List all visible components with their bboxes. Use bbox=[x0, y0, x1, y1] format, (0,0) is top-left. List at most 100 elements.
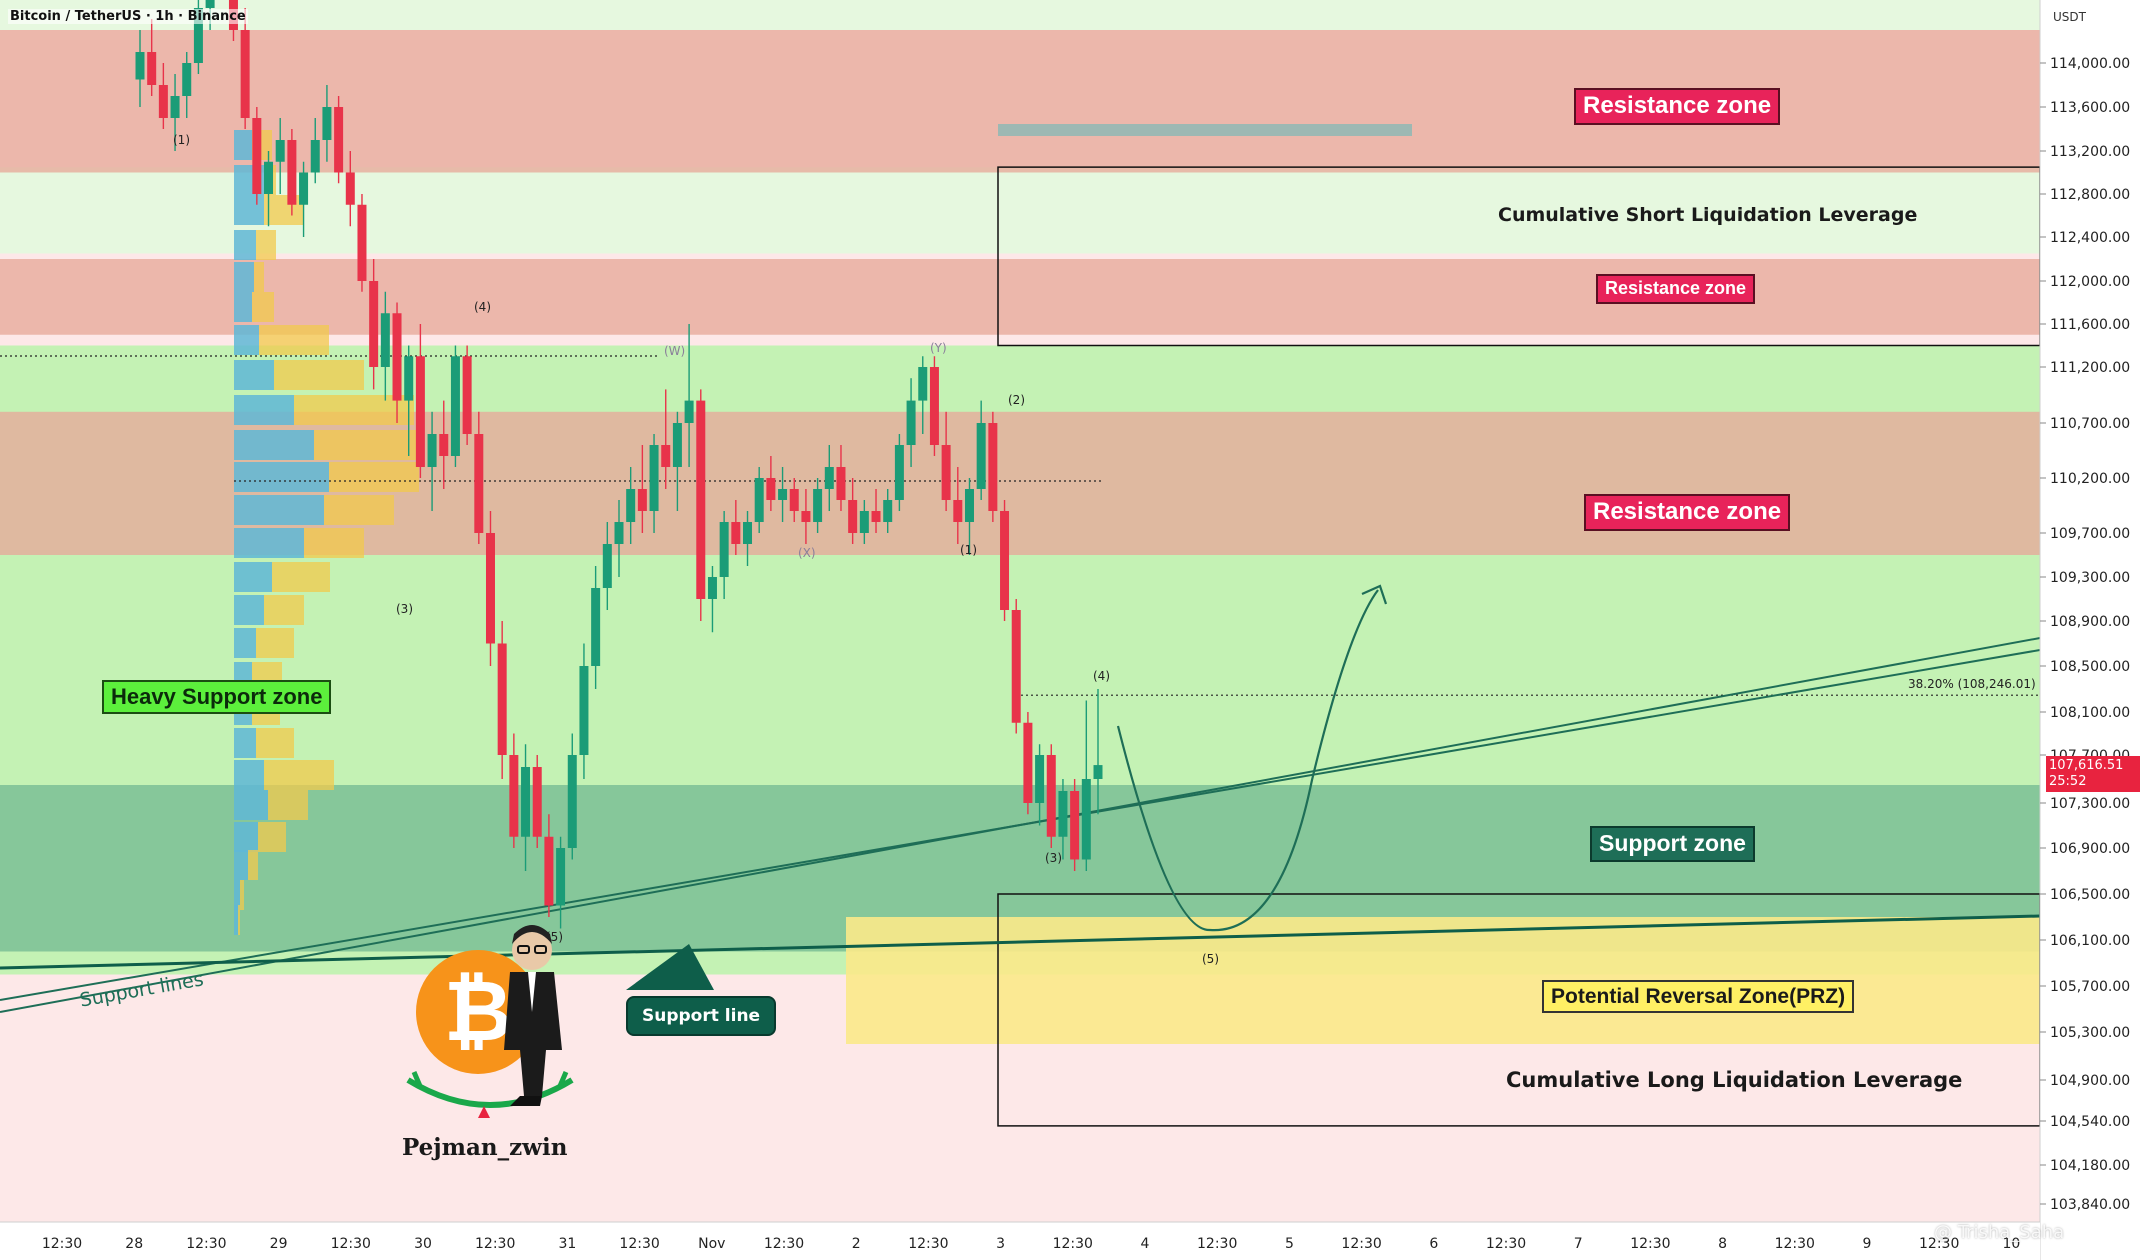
candle-body bbox=[567, 755, 577, 848]
candle-body bbox=[182, 63, 192, 96]
candle-body bbox=[766, 478, 776, 500]
light-band bbox=[0, 167, 2040, 254]
candle bbox=[392, 302, 402, 423]
profile-bar bbox=[234, 230, 256, 260]
projection-arrowhead bbox=[1361, 584, 1388, 605]
candle-body bbox=[170, 96, 180, 118]
profile-bar bbox=[234, 822, 258, 852]
candle-body bbox=[485, 533, 495, 644]
candle-body bbox=[929, 367, 939, 445]
profile-bar bbox=[248, 850, 258, 880]
candle bbox=[672, 411, 682, 511]
candle-countdown: 25:52 bbox=[2049, 774, 2087, 789]
prz-label: Potential Reversal Zone(PRZ) bbox=[1542, 980, 1855, 1014]
candle-body bbox=[813, 489, 823, 522]
profile-bar bbox=[254, 262, 264, 292]
candle bbox=[1093, 689, 1103, 815]
profile-bar bbox=[234, 292, 252, 322]
y-tick-label: 110,700.00 bbox=[2050, 416, 2130, 432]
candle-body bbox=[427, 434, 437, 467]
x-tick-label: 4 bbox=[1141, 1236, 1150, 1252]
candle bbox=[1011, 599, 1021, 734]
candle-body bbox=[906, 400, 916, 445]
resistance-zone-label-3: Resistance zone bbox=[1584, 494, 1791, 531]
y-tick-label: 104,900.00 bbox=[2050, 1073, 2130, 1089]
candle bbox=[894, 434, 904, 511]
profile-bar bbox=[234, 850, 248, 880]
candle-body bbox=[976, 423, 986, 489]
y-tick-label: 112,800.00 bbox=[2050, 187, 2130, 203]
candle bbox=[345, 151, 355, 227]
candle bbox=[859, 500, 869, 544]
profile-bar bbox=[234, 130, 252, 160]
candle bbox=[1046, 744, 1056, 848]
candle bbox=[404, 345, 414, 456]
svg-text:₿: ₿ bbox=[444, 962, 512, 1060]
candle-body bbox=[1046, 755, 1056, 837]
profile-bar bbox=[259, 325, 329, 355]
candle bbox=[813, 478, 823, 533]
candle bbox=[1023, 712, 1033, 815]
prz-zone bbox=[846, 917, 2040, 1044]
symbol-title[interactable]: Bitcoin / TetherUS · 1h · Binance bbox=[8, 9, 248, 24]
candle bbox=[544, 814, 554, 917]
candle bbox=[906, 378, 916, 467]
x-tick-label: 30 bbox=[414, 1236, 432, 1252]
candle bbox=[941, 411, 951, 511]
candle bbox=[369, 259, 379, 390]
candle bbox=[778, 467, 788, 522]
candle-body bbox=[369, 281, 379, 367]
x-tick-label: 12:30 bbox=[42, 1236, 82, 1252]
candle bbox=[322, 85, 332, 162]
candle bbox=[240, 8, 250, 129]
axis-currency[interactable]: USDT bbox=[2053, 10, 2086, 24]
candle bbox=[602, 522, 612, 610]
candle-body bbox=[497, 643, 507, 755]
candle-body bbox=[941, 445, 951, 500]
candle bbox=[299, 161, 309, 237]
candle bbox=[614, 500, 624, 577]
profile-bar bbox=[234, 262, 254, 292]
candle-body bbox=[380, 313, 390, 367]
profile-bar bbox=[256, 230, 276, 260]
candle bbox=[591, 566, 601, 689]
candle bbox=[380, 291, 390, 401]
profile-bar bbox=[329, 462, 419, 492]
wave-label: (X) bbox=[798, 546, 816, 560]
candle bbox=[684, 324, 694, 467]
x-tick-label: 12:30 bbox=[908, 1236, 948, 1252]
x-tick-label: 12:30 bbox=[1197, 1236, 1237, 1252]
y-tick-label: 114,000.00 bbox=[2050, 56, 2130, 72]
wave-label: (4) bbox=[474, 300, 491, 314]
profile-bar bbox=[234, 790, 268, 820]
candle-body bbox=[158, 85, 168, 118]
candle bbox=[661, 389, 671, 489]
y-tick-label: 108,900.00 bbox=[2050, 614, 2130, 630]
candle-body bbox=[602, 544, 612, 588]
x-tick-label: 12:30 bbox=[1341, 1236, 1381, 1252]
support-trendline bbox=[0, 649, 2041, 1001]
candle-body bbox=[1023, 722, 1033, 803]
candle bbox=[743, 511, 753, 566]
candle-body bbox=[532, 767, 542, 837]
candle bbox=[707, 566, 717, 633]
candle bbox=[135, 30, 145, 107]
candle-body bbox=[637, 489, 647, 511]
x-tick-label: 2 bbox=[852, 1236, 861, 1252]
candle bbox=[264, 151, 274, 227]
candle-body bbox=[1035, 755, 1045, 803]
profile-bar bbox=[234, 905, 238, 935]
candle-body bbox=[205, 0, 215, 8]
profile-bar bbox=[234, 360, 274, 390]
candle bbox=[532, 755, 542, 848]
x-tick-label: 12:30 bbox=[331, 1236, 371, 1252]
candle-body bbox=[474, 434, 484, 533]
profile-bar bbox=[324, 495, 394, 525]
profile-bar bbox=[234, 430, 314, 460]
x-tick-label: 7 bbox=[1574, 1236, 1583, 1252]
grey-marker-bar bbox=[998, 124, 1412, 136]
candle bbox=[626, 467, 636, 544]
candle bbox=[415, 324, 425, 478]
y-tick-label: 106,500.00 bbox=[2050, 887, 2130, 903]
